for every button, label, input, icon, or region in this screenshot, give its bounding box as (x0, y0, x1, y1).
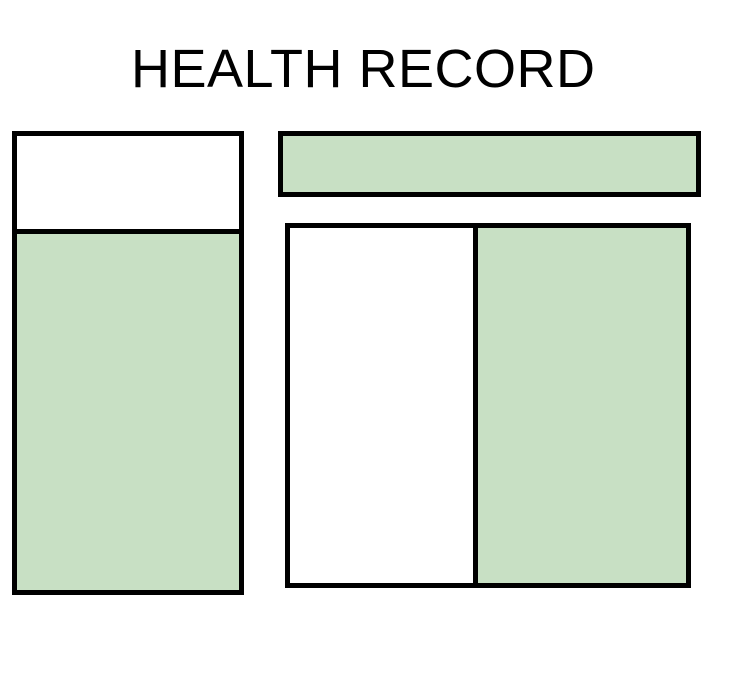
top-bar-block (278, 131, 701, 197)
content-panel-right (473, 223, 691, 588)
content-panel-left (285, 223, 480, 588)
left-header-block (12, 131, 244, 235)
left-body-block (12, 229, 244, 595)
page-title: HEALTH RECORD (131, 39, 596, 99)
